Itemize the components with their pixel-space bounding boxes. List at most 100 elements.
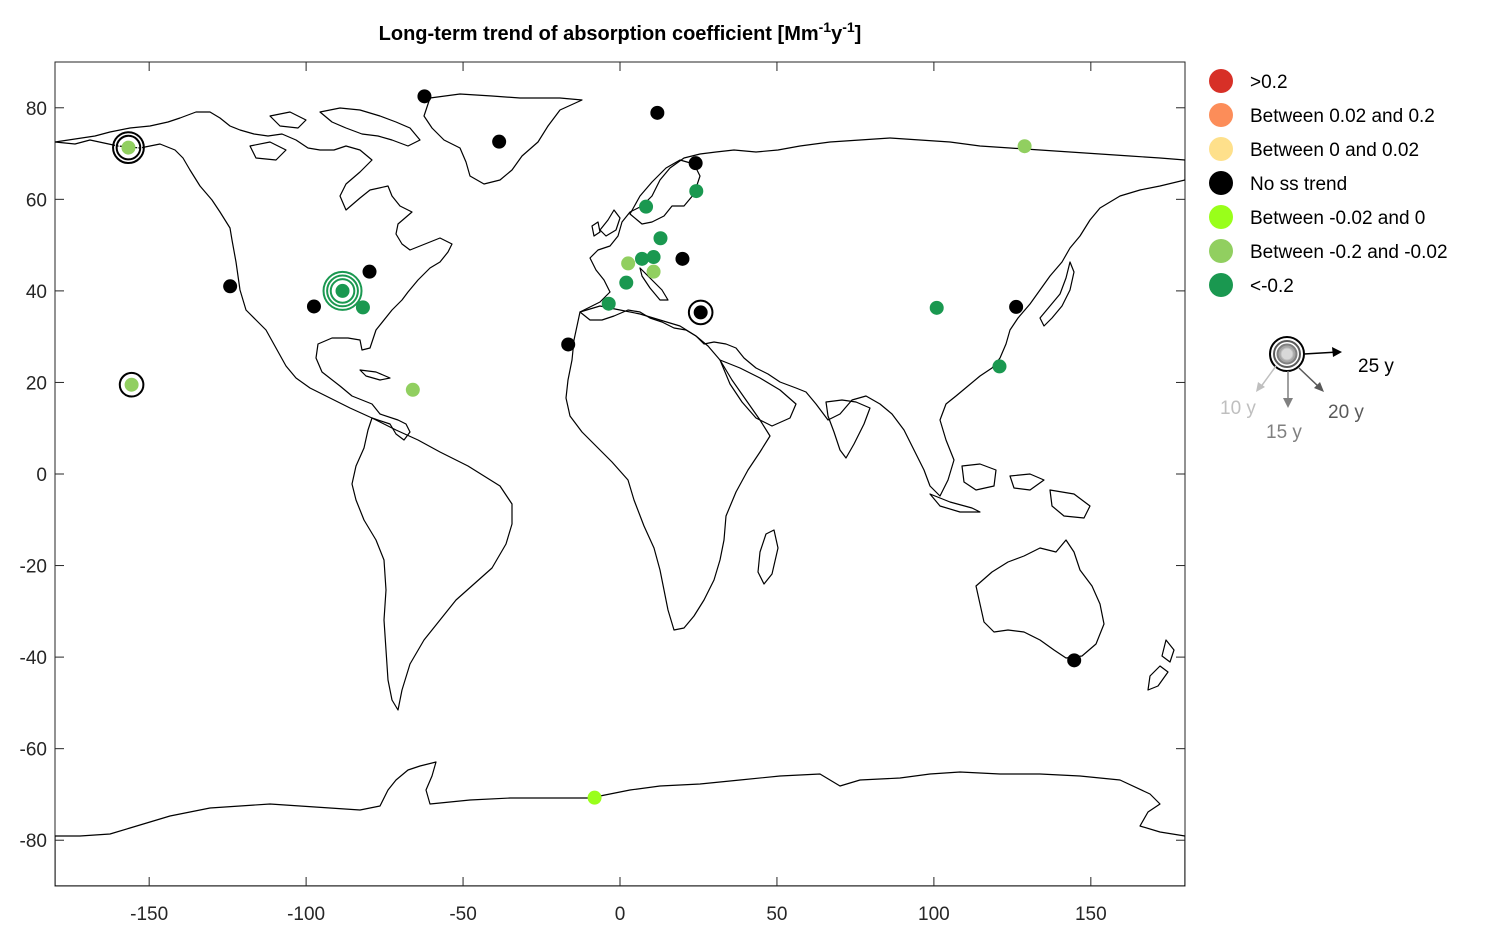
station-marker — [306, 299, 321, 314]
coastline-japan — [1039, 261, 1075, 327]
title-main: Long-term trend of absorption coefficien… — [379, 23, 819, 45]
station-duration-ring-gap — [690, 302, 711, 323]
coastline-indonesia — [929, 463, 1091, 519]
station-duration-ring-gap — [118, 137, 139, 158]
station-point — [646, 264, 661, 279]
x-axis: -150 -100 -50 0 50 100 150 — [130, 62, 1107, 925]
station-point — [405, 382, 420, 397]
coastline-south-america — [351, 417, 513, 711]
duration-label-20y: 20 y — [1328, 402, 1364, 423]
x-tick-label: 100 — [918, 904, 950, 925]
station-marker — [124, 377, 139, 392]
station-marker — [646, 250, 661, 265]
station-point — [417, 89, 432, 104]
x-tick-label: 50 — [766, 904, 787, 925]
station-marker — [561, 337, 576, 352]
y-tick-label: -40 — [20, 648, 47, 669]
station-point — [650, 105, 665, 120]
station-point — [621, 256, 636, 271]
station-point — [587, 790, 602, 805]
station-points — [112, 89, 1082, 805]
coastline-arabia — [719, 359, 797, 427]
station-duration-ring-gap — [332, 280, 353, 301]
station-duration-ring-gap — [328, 277, 357, 305]
station-marker — [362, 264, 377, 279]
coastline-mediterranean-italy — [639, 267, 669, 301]
arrowhead-25y-icon — [1332, 347, 1342, 357]
coastline-cuba — [359, 369, 391, 381]
station-marker — [992, 359, 1007, 374]
station-marker — [417, 89, 432, 104]
station-point — [1067, 653, 1082, 668]
coastline-australia — [975, 539, 1105, 659]
duration-label-15y: 15 y — [1266, 422, 1302, 443]
station-point — [675, 251, 690, 266]
y-tick-label: -20 — [20, 557, 47, 578]
station-marker — [646, 264, 661, 279]
station-marker — [492, 134, 507, 149]
station-duration-ring — [326, 274, 359, 308]
x-tick-label: -100 — [287, 904, 325, 925]
coastline-africa — [565, 305, 771, 631]
station-marker — [639, 199, 654, 214]
plot-frame — [54, 61, 1186, 887]
map-area — [54, 61, 1186, 887]
station-point — [688, 156, 703, 171]
station-duration-ring-gap — [114, 134, 143, 162]
station-marker — [675, 251, 690, 266]
station-marker — [601, 296, 616, 311]
legend-label-gt02: >0.2 — [1250, 72, 1288, 93]
coastline-eurasia — [579, 137, 1185, 497]
station-marker — [689, 184, 704, 199]
station-point — [653, 231, 668, 246]
legend-swatch-nosig — [1209, 171, 1233, 195]
legend-swatch-p0_002 — [1209, 137, 1233, 161]
coastline-north-america — [55, 111, 453, 441]
y-tick-label: 40 — [26, 282, 47, 303]
station-duration-ring-gap — [325, 273, 360, 309]
station-point — [492, 134, 507, 149]
station-marker — [619, 275, 634, 290]
station-duration-ring — [329, 278, 356, 304]
station-point — [929, 300, 944, 315]
y-tick-label: -80 — [20, 831, 47, 852]
x-tick-label: -150 — [130, 904, 168, 925]
station-point — [1017, 139, 1032, 154]
x-tick-label: -50 — [449, 904, 476, 925]
legend-swatch-ltm02 — [1209, 273, 1233, 297]
arrowhead-20y-icon — [1314, 382, 1324, 392]
station-marker — [355, 300, 370, 315]
station-point — [646, 250, 661, 265]
station-marker — [223, 279, 238, 294]
legend-label-p0_002: Between 0 and 0.02 — [1250, 140, 1419, 161]
station-point — [619, 275, 634, 290]
station-marker — [634, 251, 649, 266]
station-marker — [1067, 653, 1082, 668]
legend-swatch-p002_02 — [1209, 103, 1233, 127]
duration-legend: 25 y 20 y 15 y 10 y — [1220, 336, 1394, 443]
station-point — [322, 270, 363, 311]
y-tick-label: 60 — [26, 190, 47, 211]
coastline-arctic-islands — [249, 107, 421, 161]
station-duration-ring — [322, 270, 363, 311]
station-marker — [1009, 299, 1024, 314]
coastline-new-zealand — [1147, 639, 1175, 691]
station-marker — [1017, 139, 1032, 154]
station-marker — [121, 140, 136, 155]
chart-title: Long-term trend of absorption coefficien… — [379, 19, 862, 45]
duration-ring-10y — [1280, 347, 1294, 361]
legend-label-m02_002: Between -0.2 and -0.02 — [1250, 242, 1448, 263]
legend-label-ltm02: <-0.2 — [1250, 276, 1294, 297]
title-sup2: -1 — [842, 19, 855, 35]
legend-label-p002_02: Between 0.02 and 0.2 — [1250, 106, 1435, 127]
coastlines — [55, 93, 1185, 886]
station-point — [634, 251, 649, 266]
station-point — [689, 184, 704, 199]
station-duration-ring — [115, 134, 142, 161]
title-sup1: -1 — [819, 19, 832, 35]
station-marker — [621, 256, 636, 271]
y-tick-label: 0 — [36, 465, 47, 486]
y-tick-label: -60 — [20, 740, 47, 761]
duration-ring-20y — [1273, 340, 1301, 368]
title-end: ] — [855, 23, 862, 45]
